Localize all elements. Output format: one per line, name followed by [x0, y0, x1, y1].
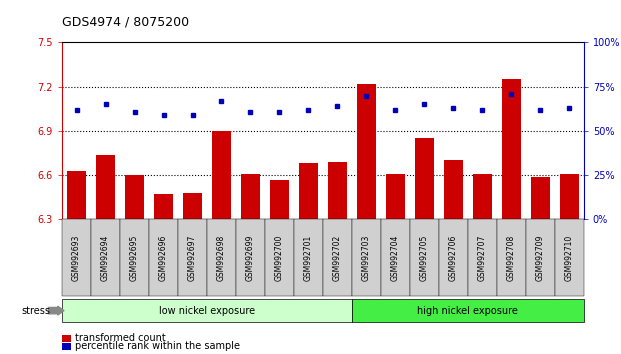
Bar — [299, 164, 318, 219]
Bar — [386, 174, 405, 219]
Text: GSM992710: GSM992710 — [564, 234, 574, 281]
Bar — [125, 175, 144, 219]
Text: GSM992693: GSM992693 — [72, 234, 81, 281]
Text: GSM992703: GSM992703 — [362, 234, 371, 281]
Text: GSM992700: GSM992700 — [275, 234, 284, 281]
Bar — [531, 177, 550, 219]
Bar — [67, 171, 86, 219]
Text: GSM992702: GSM992702 — [333, 234, 342, 281]
Text: GSM992697: GSM992697 — [188, 234, 197, 281]
Bar — [415, 138, 433, 219]
Text: GSM992707: GSM992707 — [478, 234, 487, 281]
Bar — [560, 174, 579, 219]
Text: GSM992705: GSM992705 — [420, 234, 429, 281]
Bar — [328, 162, 347, 219]
Text: GSM992709: GSM992709 — [536, 234, 545, 281]
Bar — [473, 174, 492, 219]
Text: low nickel exposure: low nickel exposure — [159, 306, 255, 316]
Text: GDS4974 / 8075200: GDS4974 / 8075200 — [62, 15, 189, 28]
Text: high nickel exposure: high nickel exposure — [417, 306, 519, 316]
Bar — [183, 193, 202, 219]
Text: GSM992704: GSM992704 — [391, 234, 400, 281]
Text: percentile rank within the sample: percentile rank within the sample — [75, 341, 240, 351]
Bar — [357, 84, 376, 219]
Text: GSM992698: GSM992698 — [217, 234, 226, 281]
Bar — [212, 131, 231, 219]
Text: GSM992706: GSM992706 — [449, 234, 458, 281]
Bar — [502, 79, 520, 219]
Text: GSM992694: GSM992694 — [101, 234, 110, 281]
Text: stress: stress — [22, 306, 51, 316]
Text: GSM992708: GSM992708 — [507, 234, 516, 281]
Bar — [270, 179, 289, 219]
Text: GSM992701: GSM992701 — [304, 234, 313, 281]
Bar — [154, 194, 173, 219]
Text: GSM992695: GSM992695 — [130, 234, 139, 281]
Text: transformed count: transformed count — [75, 333, 165, 343]
Bar — [444, 160, 463, 219]
Bar — [241, 174, 260, 219]
Bar — [96, 155, 115, 219]
Text: GSM992699: GSM992699 — [246, 234, 255, 281]
Text: GSM992696: GSM992696 — [159, 234, 168, 281]
